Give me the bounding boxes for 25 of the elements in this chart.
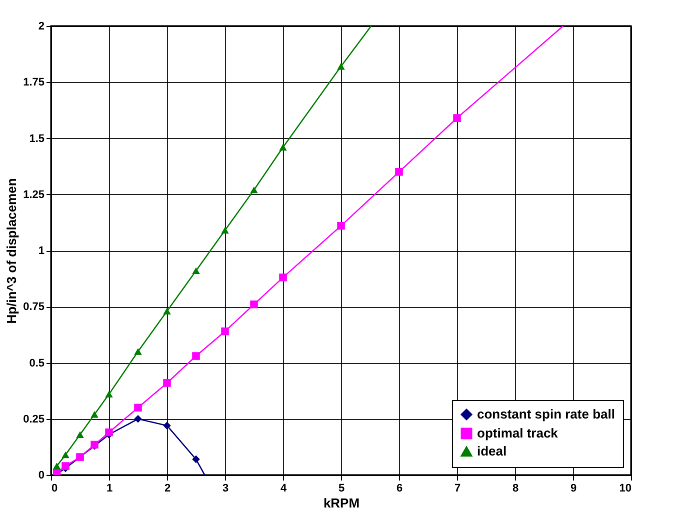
y-tick-label: 1.25 [23, 188, 44, 201]
y-tick-label: 1.5 [29, 132, 44, 145]
y-axis-title: Hp/in^3 of displacemen [4, 178, 20, 324]
x-tick-label: 8 [512, 482, 519, 494]
y-tick-label: 0.5 [29, 357, 44, 370]
y-tick-label: 1.75 [23, 76, 44, 89]
legend-label: optimal track [477, 426, 559, 440]
x-tick-label: 9 [570, 482, 577, 494]
x-tick-label: 3 [222, 482, 229, 494]
legend-label: constant spin rate ball [477, 406, 615, 422]
y-tick-label: 0 [38, 470, 44, 482]
y-tick-label: 1 [38, 245, 44, 257]
x-tick-label: 1 [106, 482, 113, 494]
y-tick-label: 2 [38, 20, 44, 32]
legend-label: ideal [477, 444, 507, 458]
x-axis-title: kRPM [323, 496, 360, 510]
x-tick-label: 7 [454, 482, 461, 494]
x-tick-label: 0 [52, 482, 58, 494]
x-tick-label: 5 [338, 482, 345, 494]
x-tick-label: 10 [619, 482, 632, 494]
y-tick-label: 0.75 [23, 301, 44, 314]
x-tick-label: 4 [280, 482, 288, 494]
y-tick-label: 0.25 [23, 413, 44, 426]
x-tick-label: 2 [164, 482, 171, 494]
x-tick-label: 6 [396, 482, 403, 494]
